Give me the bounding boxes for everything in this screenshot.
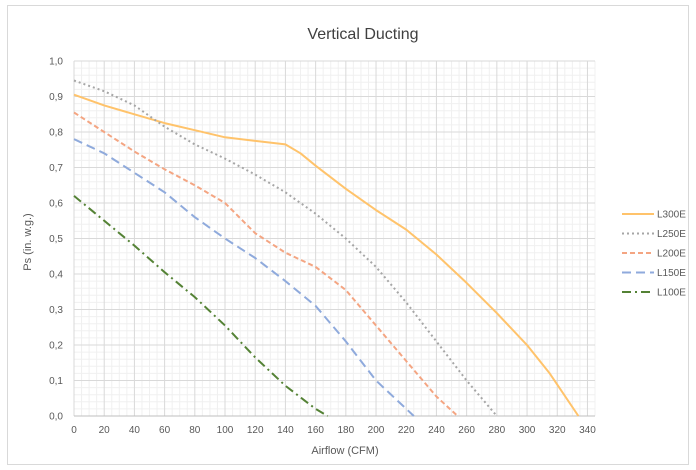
x-tick-label: 280 (488, 425, 505, 436)
major-gridlines (73, 60, 595, 417)
x-tick-label: 160 (307, 425, 324, 436)
x-tick-label: 180 (337, 425, 354, 436)
y-tick-label: 0,8 (49, 128, 63, 139)
x-tick-label: 220 (398, 425, 415, 436)
legend: L300E L250E L200E L150E L100E (622, 210, 686, 299)
y-axis: 0,0 0,1 0,2 0,3 0,4 0,5 0,6 0,7 0,8 0,9 1,0 (49, 57, 63, 423)
x-tick-label: 80 (189, 425, 201, 436)
line-chart: Vertical Ducting 0 20 40 60 80 100 120 140 160 18… (22, 26, 686, 457)
x-axis: 0 20 40 60 80 100 120 140 160 180 200 220 240 260 280 3… (71, 415, 596, 436)
x-tick-label: 260 (458, 425, 475, 436)
y-tick-label: 0,5 (49, 234, 63, 245)
x-tick-label: 0 (71, 425, 77, 436)
y-tick-label: 0,3 (49, 305, 63, 316)
legend-label-l300e: L300E (657, 210, 686, 221)
x-tick-label: 300 (519, 425, 536, 436)
x-tick-label: 20 (99, 425, 111, 436)
x-tick-label: 60 (159, 425, 171, 436)
chart-title: Vertical Ducting (307, 26, 418, 43)
legend-label-l200e: L200E (657, 249, 686, 260)
series-line-l100e (73, 195, 329, 417)
x-tick-label: 120 (247, 425, 264, 436)
y-axis-title: Ps (in. w.g.) (22, 213, 34, 270)
series-line-l150e (73, 138, 415, 417)
y-tick-label: 0,1 (49, 376, 63, 387)
series-layer (73, 79, 580, 417)
series-line-l200e (73, 111, 459, 417)
x-tick-label: 200 (368, 425, 385, 436)
y-tick-label: 0,4 (49, 270, 63, 281)
chart-frame: Vertical Ducting 0 20 40 60 80 100 120 140 160 18… (7, 5, 689, 465)
y-tick-label: 0,7 (49, 163, 63, 174)
legend-label-l150e: L150E (657, 268, 686, 279)
x-tick-label: 140 (277, 425, 294, 436)
legend-label-l250e: L250E (657, 229, 686, 240)
series-line-l250e (73, 79, 498, 417)
y-tick-label: 0,0 (49, 412, 63, 423)
x-tick-label: 240 (428, 425, 445, 436)
x-axis-title: Airflow (CFM) (311, 445, 378, 457)
legend-label-l100e: L100E (657, 288, 686, 299)
y-tick-label: 0,2 (49, 341, 63, 352)
x-tick-label: 40 (129, 425, 141, 436)
x-tick-label: 340 (579, 425, 596, 436)
series-line-l300e (73, 93, 580, 417)
y-tick-label: 1,0 (49, 57, 63, 68)
y-tick-label: 0,6 (49, 199, 63, 210)
y-tick-label: 0,9 (49, 92, 63, 103)
x-tick-label: 320 (549, 425, 566, 436)
x-tick-label: 100 (217, 425, 234, 436)
